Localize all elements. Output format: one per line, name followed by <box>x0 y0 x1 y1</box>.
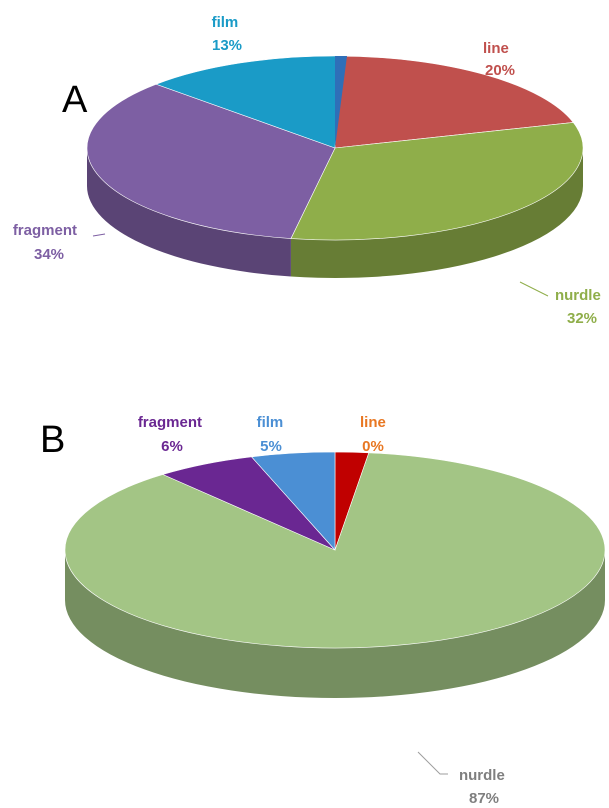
label-a-film-pct: 13% <box>212 37 242 54</box>
pie-b-slice-film <box>250 451 336 551</box>
pie-a-slices <box>86 55 584 278</box>
label-b-nurdle: nurdle 87% <box>459 767 509 807</box>
label-b-line-pct: 0% <box>362 438 384 455</box>
label-a-nurdle-pct: 32% <box>567 310 597 327</box>
label-a-fragment-pct: 34% <box>34 246 64 263</box>
label-b-film-name: film <box>257 414 284 431</box>
label-a-fragment-name: fragment <box>13 222 77 239</box>
label-a-fragment: fragment 34% <box>13 222 81 263</box>
panel-letter-b: B <box>40 419 65 461</box>
label-a-line: line 20% <box>483 40 515 79</box>
pie-a-slice-line <box>334 55 574 149</box>
label-a-nurdle: nurdle 32% <box>555 287 605 327</box>
label-b-fragment: fragment 6% <box>138 414 206 455</box>
label-a-film: film 13% <box>212 14 243 54</box>
leader-line-a-nurdle <box>519 281 549 297</box>
label-b-line: line 0% <box>360 414 390 455</box>
label-b-film: film 5% <box>257 414 288 455</box>
leader-line-a-fragment <box>92 233 106 237</box>
label-a-line-name: line <box>483 40 509 57</box>
label-b-fragment-name: fragment <box>138 414 202 431</box>
label-b-fragment-pct: 6% <box>161 438 183 455</box>
pie-a-side-nurdle <box>290 148 583 278</box>
label-a-film-name: film <box>212 14 239 31</box>
pie-b-side-nurdle <box>65 550 605 698</box>
pie-b-slices <box>64 451 606 698</box>
leader-line-b-nurdle <box>417 751 448 775</box>
pie-chart-b: B fragment 6% film 5% line 0% nurdle 87% <box>40 414 606 807</box>
label-b-nurdle-name: nurdle <box>459 767 505 784</box>
pie-a-side-fragment <box>87 148 291 277</box>
label-b-line-name: line <box>360 414 386 431</box>
pie-a-slice-fragment <box>86 83 336 239</box>
pie-chart-a: A film 13% line 20% fragment 34% nurdle … <box>13 14 605 327</box>
pie-a-slice-film <box>155 55 341 149</box>
pie-a-slice-sliver <box>335 56 347 148</box>
label-a-line-pct: 20% <box>485 62 515 79</box>
label-a-nurdle-name: nurdle <box>555 287 601 304</box>
panel-letter-a: A <box>62 79 88 121</box>
label-b-film-pct: 5% <box>260 438 282 455</box>
label-b-nurdle-pct: 87% <box>469 790 499 807</box>
pie-a-slice-nurdle <box>290 122 584 241</box>
